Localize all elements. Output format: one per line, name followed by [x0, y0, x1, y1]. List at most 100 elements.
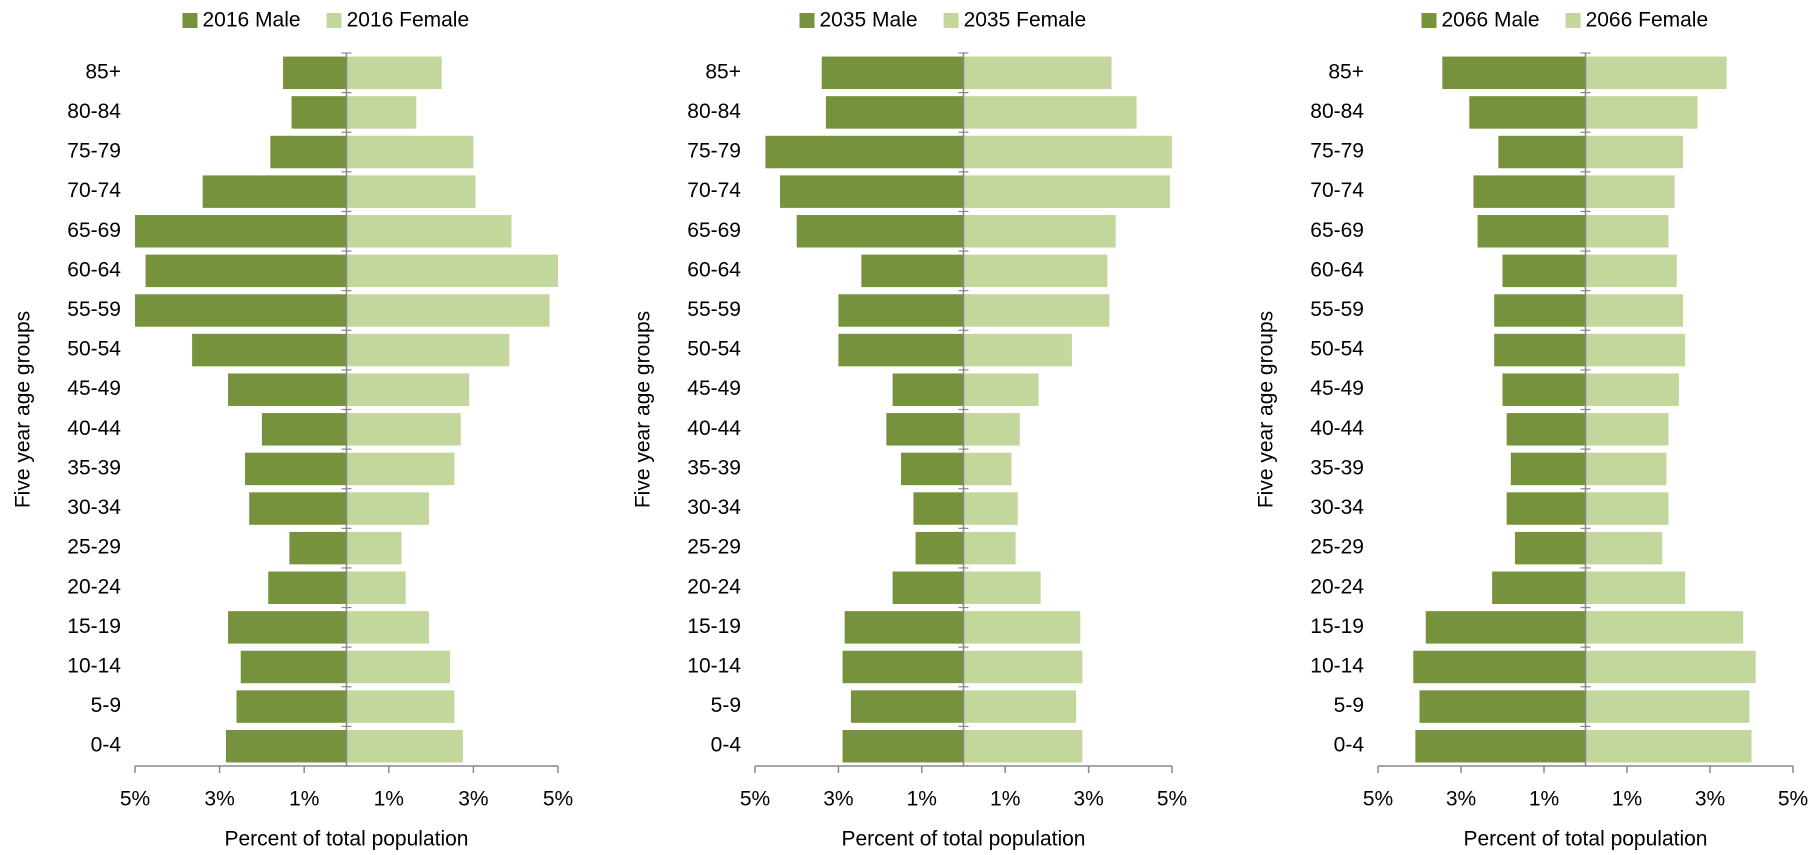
bar: [346, 729, 463, 763]
bar: [1494, 294, 1586, 327]
bar: [346, 571, 406, 604]
y-tick-label: 35-39: [67, 456, 121, 479]
bar: [963, 373, 1039, 406]
bar: [963, 690, 1077, 723]
bar: [1473, 175, 1586, 208]
bar: [202, 175, 347, 208]
bar: [1415, 729, 1586, 763]
bar: [963, 175, 1170, 208]
bar: [963, 294, 1110, 327]
y-tick-label: 45-49: [67, 377, 121, 400]
y-tick-label: 40-44: [67, 417, 121, 440]
y-tick-label: 75-79: [687, 140, 741, 163]
bar: [346, 650, 451, 684]
bar: [346, 175, 476, 208]
bar: [346, 531, 402, 565]
y-tick-label: 85+: [85, 60, 121, 83]
bar: [346, 611, 429, 644]
bar: [244, 452, 347, 486]
bar: [838, 333, 964, 367]
bar: [1585, 96, 1698, 129]
bar: [1413, 650, 1586, 684]
bar: [1585, 254, 1677, 288]
bar: [135, 294, 347, 327]
bar: [963, 96, 1137, 129]
y-tick-label: 85+: [705, 60, 741, 83]
legend-label: 2016 Female: [347, 9, 470, 32]
x-tick-label: 3%: [458, 788, 488, 811]
legend: 2066 Male 2066 Female: [1421, 9, 1708, 32]
x-tick-label: 5%: [120, 788, 150, 811]
y-tick-label: 60-64: [1310, 258, 1364, 281]
x-tick-label: 5%: [1778, 788, 1808, 811]
chart: 85+ 80-84 75-79 70-74 65-69 60-64 55-59 50-54 45…: [632, 9, 1188, 851]
y-tick-label: 50-54: [687, 338, 741, 361]
y-tick-label: 50-54: [1310, 338, 1364, 361]
bar: [346, 56, 442, 90]
y-tick-label: 20-24: [687, 575, 741, 598]
y-tick-label: 45-49: [1310, 377, 1364, 400]
bar: [346, 492, 429, 525]
y-tick-label: 85+: [1328, 60, 1364, 83]
bar: [1585, 650, 1756, 684]
bar: [765, 135, 964, 169]
y-tick-label: 30-34: [687, 496, 741, 519]
x-tick-label: 1%: [374, 788, 404, 811]
legend-swatch: [943, 13, 959, 28]
legend-label: 2035 Male: [820, 9, 918, 32]
bar: [1585, 690, 1750, 723]
x-tick-label: 5%: [1157, 788, 1187, 811]
bar: [913, 492, 964, 525]
bar: [261, 413, 347, 446]
bar: [1585, 611, 1744, 644]
bar: [1506, 413, 1586, 446]
bar: [780, 175, 964, 208]
bar: [963, 135, 1172, 169]
x-tick-label: 1%: [990, 788, 1020, 811]
bar: [892, 571, 964, 604]
x-tick-label: 1%: [907, 788, 937, 811]
y-tick-label: 35-39: [687, 456, 741, 479]
y-axis-title: Five year age groups: [632, 311, 655, 508]
y-tick-label: 5-9: [711, 694, 741, 717]
bar: [1492, 571, 1586, 604]
bar: [346, 254, 558, 288]
legend: 2035 Male 2035 Female: [799, 9, 1086, 32]
y-tick-label: 15-19: [687, 615, 741, 638]
bar: [915, 531, 964, 565]
bar: [1506, 492, 1586, 525]
bar: [268, 571, 347, 604]
y-tick-label: 30-34: [67, 496, 121, 519]
bar: [1585, 294, 1684, 327]
bar: [236, 690, 347, 723]
y-tick-label: 10-14: [67, 655, 121, 678]
bar: [1494, 333, 1586, 367]
bar: [844, 611, 964, 644]
x-tick-label: 3%: [1446, 788, 1476, 811]
bar: [1469, 96, 1586, 129]
bar: [1585, 56, 1727, 90]
bar: [1585, 492, 1669, 525]
x-axis-title: Percent of total population: [224, 828, 468, 851]
bar: [283, 56, 347, 90]
bar: [963, 215, 1116, 248]
bar: [963, 611, 1081, 644]
bar: [1585, 413, 1669, 446]
bar: [192, 333, 347, 367]
bar: [963, 571, 1041, 604]
chart: 85+ 80-84 75-79 70-74 65-69 60-64 55-59 50-54 45…: [1255, 9, 1809, 851]
bar: [1419, 690, 1586, 723]
x-tick-label: 3%: [1695, 788, 1725, 811]
y-tick-label: 65-69: [67, 219, 121, 242]
x-axis-title: Percent of total population: [841, 828, 1085, 851]
bar: [289, 531, 347, 565]
bar: [963, 56, 1112, 90]
y-axis-title: Five year age groups: [12, 311, 35, 508]
bar: [1502, 373, 1586, 406]
bar: [225, 729, 347, 763]
y-tick-label: 80-84: [67, 100, 121, 123]
y-tick-label: 80-84: [687, 100, 741, 123]
x-tick-label: 1%: [289, 788, 319, 811]
y-tick-label: 65-69: [687, 219, 741, 242]
